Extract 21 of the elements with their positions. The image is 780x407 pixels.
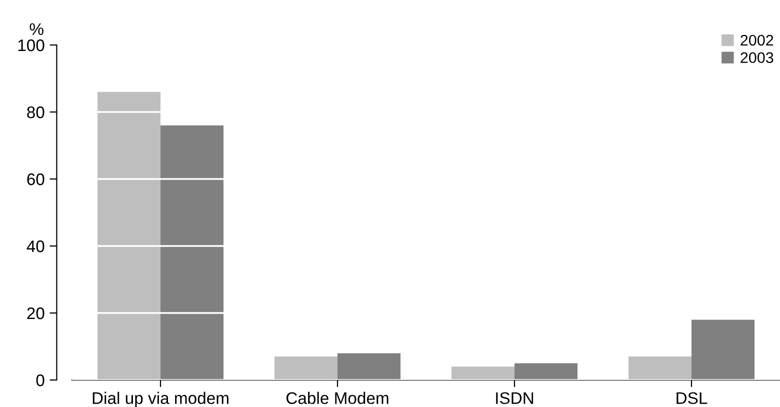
x-tick-label: Dial up via modem xyxy=(92,392,228,407)
bar xyxy=(514,363,578,380)
x-tick-label: DSL xyxy=(676,392,708,404)
legend-label: 2003 xyxy=(740,52,774,64)
bar xyxy=(160,125,224,380)
bar xyxy=(692,320,755,380)
bar xyxy=(451,366,514,380)
y-tick-label: 80 xyxy=(27,106,44,118)
y-axis-title: % xyxy=(30,23,44,35)
bar xyxy=(338,353,401,380)
y-tick-label: 60 xyxy=(27,173,44,186)
y-tick-label: 100 xyxy=(18,39,44,52)
x-tick-label: ISDN xyxy=(496,392,534,404)
y-tick-label: 20 xyxy=(27,307,44,320)
bar xyxy=(628,356,692,380)
x-tick-label: Cable Modem xyxy=(286,392,388,404)
legend-label: 2002 xyxy=(740,34,774,46)
bar xyxy=(274,356,338,380)
bar xyxy=(97,92,160,380)
y-tick-label: 0 xyxy=(36,374,44,386)
y-tick-label: 40 xyxy=(26,240,44,252)
